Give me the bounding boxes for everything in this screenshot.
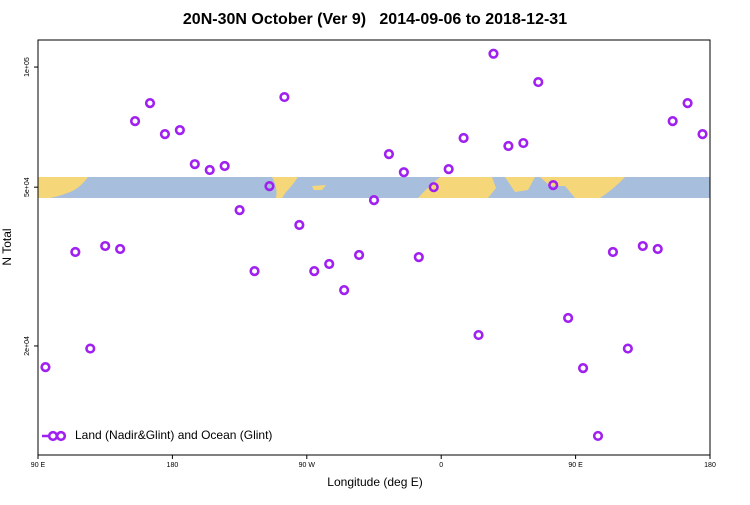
point <box>144 98 156 109</box>
point <box>129 116 141 127</box>
point <box>563 312 574 324</box>
point <box>159 129 171 140</box>
point <box>174 125 185 136</box>
x-tick-label: 90 W <box>299 462 316 469</box>
map-band <box>38 177 710 198</box>
y-tick-label: 2e+04 <box>24 336 31 356</box>
land <box>38 177 88 198</box>
x-tick-label: 90 E <box>31 462 46 469</box>
land <box>418 177 496 198</box>
point <box>682 98 693 109</box>
point <box>279 91 290 103</box>
point <box>189 159 200 170</box>
point <box>353 249 365 261</box>
point <box>518 137 529 149</box>
point <box>204 164 215 176</box>
legend-marker <box>47 430 59 442</box>
point <box>428 182 439 193</box>
point <box>413 251 424 263</box>
point <box>622 343 633 354</box>
point <box>652 243 663 255</box>
point <box>458 132 469 144</box>
point <box>368 195 380 206</box>
point <box>473 329 484 341</box>
point <box>548 180 559 191</box>
point <box>115 243 126 255</box>
ocean <box>38 177 710 198</box>
point <box>592 430 604 442</box>
point <box>70 246 81 258</box>
land <box>540 177 625 198</box>
x-axis-label: Longitude (deg E) <box>327 475 422 489</box>
legend-marker <box>55 430 67 442</box>
x-tick-label: 180 <box>167 462 179 469</box>
plot-frame <box>37 39 711 456</box>
point <box>637 240 648 252</box>
point <box>339 285 350 296</box>
point <box>488 48 499 59</box>
point <box>85 343 96 354</box>
point <box>294 219 305 231</box>
point <box>533 76 544 88</box>
x-tick-label: 0 <box>439 462 443 469</box>
y-axis-label: N Total <box>0 228 14 265</box>
land <box>312 185 326 190</box>
legend-label: Land (Nadir&Glint) and Ocean (Glint) <box>75 428 272 442</box>
point <box>309 266 320 277</box>
point <box>219 160 230 172</box>
x-tick-label: 90 E <box>568 462 583 469</box>
y-tick-label: 5e+04 <box>24 177 31 197</box>
point <box>383 149 395 160</box>
point <box>324 258 335 270</box>
point <box>264 181 275 192</box>
point <box>249 266 260 277</box>
point <box>234 205 245 216</box>
land <box>272 177 298 198</box>
point <box>667 116 678 127</box>
chart-title: 20N-30N October (Ver 9) 2014-09-06 to 20… <box>183 11 567 28</box>
point <box>503 140 514 152</box>
point <box>443 163 454 175</box>
point <box>100 240 111 252</box>
point <box>607 246 619 258</box>
point <box>577 363 589 374</box>
x-tick-label: 180 <box>704 462 716 469</box>
point <box>40 362 51 373</box>
y-tick-label: 1e+05 <box>24 57 31 77</box>
land <box>505 177 535 192</box>
point <box>398 167 409 178</box>
point <box>697 129 708 140</box>
